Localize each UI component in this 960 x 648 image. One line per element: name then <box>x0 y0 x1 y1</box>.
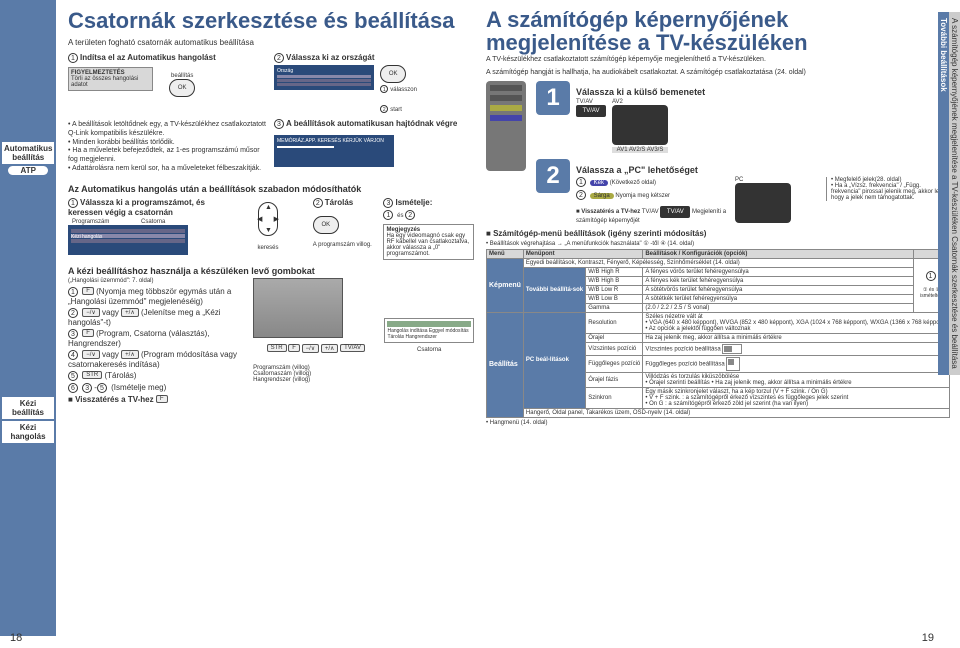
mod-step1: Válassza ki a programszámot, és keressen… <box>68 198 205 217</box>
menu-sub: Beállítások végrehajtása → „A menüfunkci… <box>490 241 694 247</box>
ok-button[interactable]: OK <box>169 79 195 97</box>
mini-screen: Hangolás indítása Eggyel módosítás Tárol… <box>384 318 474 343</box>
side-tabs: A számítógép képernyőjének megjelenítése… <box>946 12 960 375</box>
prog-villog: A programszám villog. <box>313 242 378 248</box>
settings-table: Menü Menüpont Beállítások / Konfiguráció… <box>486 249 950 418</box>
sarga-button[interactable]: Sárga <box>590 193 614 199</box>
mod-step2: Tárolás <box>325 198 353 207</box>
mod-head: Az Automatikus hangolás után a beállítás… <box>68 184 474 194</box>
kezi-5: (Tárolás) <box>104 371 136 380</box>
kezi-head: A kézi beállításhoz használja a készülék… <box>68 266 474 276</box>
hangmenu: Hangmenü (14. oldal) <box>490 420 548 426</box>
bullet-list-1: A beállítások letöltődnek egy, a TV-kész… <box>68 121 268 174</box>
page-title-left: Csatornák szerkesztése és beállítása <box>68 8 474 34</box>
return-tv: Visszatérés a TV-hez <box>581 209 640 215</box>
pc-preview <box>735 183 791 223</box>
page-num-left: 18 <box>10 632 22 644</box>
note-body: Ha egy videomagnó csak egy RF kábellel v… <box>386 233 469 257</box>
sidebar-kezi-label: Kézi beállítás <box>2 397 54 419</box>
ok-button-2[interactable]: OK <box>380 65 406 83</box>
kezi-6: (Ismételje meg) <box>111 383 166 392</box>
sidebar-atp: ATP <box>8 166 48 175</box>
page-num-right: 19 <box>922 632 934 644</box>
sidebar-kezi-hangolas: Kézi hangolás <box>2 421 54 443</box>
country-screen: Ország <box>274 65 374 90</box>
auto-screen: MEMÓRIÁZ.APP. KERESÉS KÉRJÜK VÁRJON <box>274 135 394 167</box>
right-sub1: A TV-készülékhez csatlakoztatott számító… <box>486 56 950 64</box>
kezi-sub: („Hangolási üzemmód": 7. oldal) <box>68 278 247 284</box>
jel-note2: Ha a „Vízsz. frekvencia" / „Függ. frekve… <box>831 183 949 201</box>
step1-head: Válassza ki a külső bemenetet <box>576 87 950 97</box>
kezi-label-c: Hangrendszer (villog) <box>253 377 378 383</box>
step2-head: Válassza a „PC" lehetőséget <box>576 165 950 175</box>
step-1-badge: 1 <box>536 81 570 115</box>
page-title-right1: A számítógép képernyőjének <box>486 8 950 31</box>
mod-step3a: Ismételje: <box>395 198 432 207</box>
ok-store[interactable]: OK <box>313 216 339 234</box>
tvav-button-2[interactable]: TV/AV <box>660 206 690 218</box>
step1-text: Indítsa el az Automatikus hangolást <box>80 53 216 62</box>
auto-head: A beállítások automatikusan hajtódnak vé… <box>286 119 457 128</box>
kezi-return: Visszatérés a TV-hez <box>75 395 154 404</box>
tv-photo <box>253 278 343 338</box>
tvav-button[interactable]: TV/AV <box>576 105 606 117</box>
manual-tune-screen: Kézi hangolás <box>68 225 188 255</box>
tv-preview <box>612 105 668 145</box>
warning-box: FIGYELMEZTETÉS Törli az összes hangolási… <box>68 67 153 91</box>
label-start: start <box>390 107 402 113</box>
remote-image <box>486 81 526 171</box>
page-title-right2: megjelenítése a TV-készüléken <box>486 31 950 54</box>
menu-head: Számítógép-menü beállítások (igény szeri… <box>493 229 706 238</box>
label-kereses: keresés <box>257 245 278 251</box>
av-row: AV1 AV2/S AV3/S <box>612 147 668 153</box>
step2-text: Válassza ki az országát <box>286 53 375 62</box>
subtitle-left: A területen fogható csatornák automatiku… <box>68 38 474 47</box>
kezi-label-d: Csatorna <box>384 347 474 353</box>
step-2-badge: 2 <box>536 159 570 193</box>
right-sub2: A számítógép hangját is hallhatja, ha au… <box>486 69 950 77</box>
sidebar-auto-label: Automatikus beállítás <box>2 142 54 164</box>
label-valasszon: válasszon <box>390 87 417 93</box>
kek-button[interactable]: Kék <box>590 180 608 186</box>
